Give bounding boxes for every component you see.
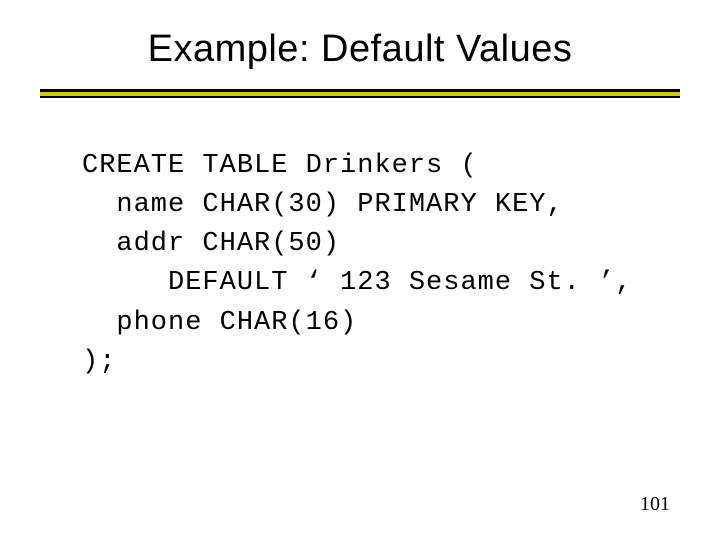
- code-line: );: [82, 347, 116, 377]
- slide-title: Example: Default Values: [0, 0, 720, 89]
- divider-line-bot: [40, 96, 680, 98]
- code-line: name CHAR(30) PRIMARY KEY,: [82, 190, 564, 220]
- code-line: DEFAULT ‘ 123 Sesame St. ’,: [82, 268, 632, 298]
- code-line: addr CHAR(50): [82, 229, 340, 259]
- code-block: CREATE TABLE Drinkers ( name CHAR(30) PR…: [82, 147, 720, 382]
- page-number: 101: [640, 493, 670, 516]
- divider: [40, 89, 680, 95]
- code-line: CREATE TABLE Drinkers (: [82, 151, 478, 181]
- code-line: phone CHAR(16): [82, 308, 357, 338]
- slide: Example: Default Values CREATE TABLE Dri…: [0, 0, 720, 540]
